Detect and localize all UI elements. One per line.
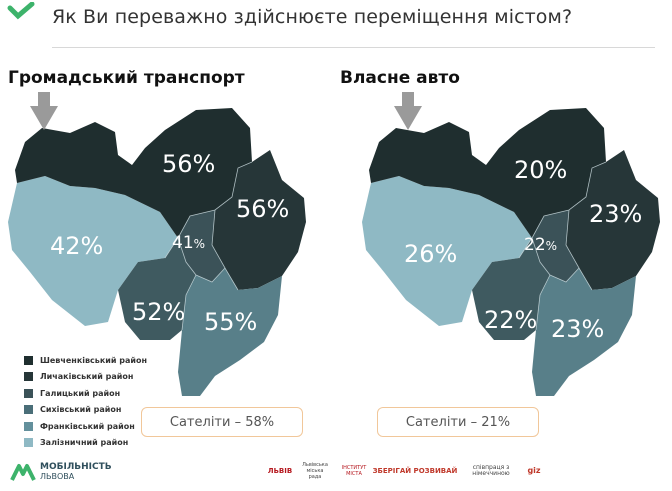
legend-swatch — [24, 405, 33, 415]
right-label-frankivskyi: 22% — [484, 306, 537, 334]
page-title: Як Ви переважно здійснюєте переміщення м… — [52, 6, 573, 28]
legend-swatch — [24, 372, 33, 382]
left-district-lychakivskyi — [212, 150, 306, 290]
left-district-shevchenkivskyi — [15, 108, 252, 238]
right-label-zaliznychnyi: 26% — [404, 240, 457, 268]
partner-zberihai-logo: ЗБЕРІГАЙ РОЗВИВАЙ — [372, 467, 458, 475]
partner-city-institute-logo: ІНСТИТУТ МІСТА — [341, 465, 367, 477]
left-label-halytskyi-number: 41 — [172, 233, 194, 253]
legend-label: Залізничний район — [40, 438, 129, 448]
left-satellites-box: Сателіти – 58% — [141, 407, 303, 437]
left-district-zaliznychnyi — [8, 176, 178, 326]
right-label-lychakivskyi: 23% — [589, 200, 642, 228]
legend-swatch — [24, 421, 33, 431]
right-district-frankivskyi — [472, 238, 550, 340]
legend-item: Сихівський район — [24, 402, 147, 419]
right-district-sykhivskyi — [532, 268, 636, 396]
partner-lviv-logo: ЛЬВІВ — [267, 467, 293, 475]
legend-label: Личаківський район — [40, 372, 134, 382]
left-label-halytskyi-suffix: % — [194, 237, 205, 251]
legend-item: Галицький район — [24, 385, 147, 402]
right-district-zaliznychnyi — [362, 176, 532, 326]
legend-swatch — [24, 388, 33, 398]
left-map-title: Громадський транспорт — [8, 68, 245, 88]
mobility-logo-icon — [10, 464, 36, 481]
brand-line-2: ЛЬВОВА — [40, 472, 75, 481]
left-label-lychakivskyi: 56% — [236, 195, 289, 223]
right-label-halytskyi-suffix: % — [546, 239, 557, 253]
legend-swatch — [24, 438, 33, 448]
right-map-title: Власне авто — [340, 68, 460, 88]
partner-giz-logo: giz — [527, 466, 541, 475]
legend-swatch — [24, 355, 33, 365]
left-district-frankivskyi — [118, 238, 196, 340]
right-map: 20% 23% 26% 22% 22% 23% — [362, 92, 660, 396]
right-label-sykhivskyi: 23% — [551, 315, 604, 343]
right-district-lychakivskyi — [566, 150, 660, 290]
left-label-sykhivskyi: 55% — [204, 308, 257, 336]
check-logo-icon — [7, 2, 35, 20]
left-arrow-icon — [30, 92, 58, 130]
legend-label: Шевченківський район — [40, 355, 148, 365]
legend-label: Франківський район — [40, 421, 135, 431]
right-satellites-box: Сателіти – 21% — [377, 407, 539, 437]
partner-city-council-logo: Львівська міська рада — [302, 462, 328, 480]
left-label-shevchenkivskyi: 56% — [162, 150, 215, 178]
mobility-lviv-logo: МОБІЛЬНІСТЬ ЛЬВОВА — [10, 462, 112, 482]
right-label-halytskyi-number: 22 — [524, 235, 546, 255]
left-label-zaliznychnyi: 42% — [50, 232, 103, 260]
left-district-sykhivskyi — [178, 268, 282, 396]
district-legend: Шевченківський район Личаківський район … — [24, 352, 147, 451]
right-district-shevchenkivskyi — [369, 108, 606, 238]
svg-text:41%: 41% — [172, 233, 205, 253]
legend-item: Личаківський район — [24, 369, 147, 386]
legend-item: Залізничний район — [24, 435, 147, 452]
left-label-frankivskyi: 52% — [132, 298, 185, 326]
svg-text:22%: 22% — [524, 235, 557, 255]
legend-label: Сихівський район — [40, 405, 122, 415]
legend-label: Галицький район — [40, 388, 121, 398]
brand-line-1: МОБІЛЬНІСТЬ — [40, 462, 112, 472]
legend-item: Шевченківський район — [24, 352, 147, 369]
left-map: 56% 56% 42% 41% 52% 55% — [8, 92, 306, 396]
divider — [52, 47, 655, 48]
right-label-shevchenkivskyi: 20% — [514, 156, 567, 184]
partner-german-cooperation-logo: співпраця з німеччиною — [472, 464, 510, 477]
legend-item: Франківський район — [24, 418, 147, 435]
right-arrow-icon — [394, 92, 422, 130]
